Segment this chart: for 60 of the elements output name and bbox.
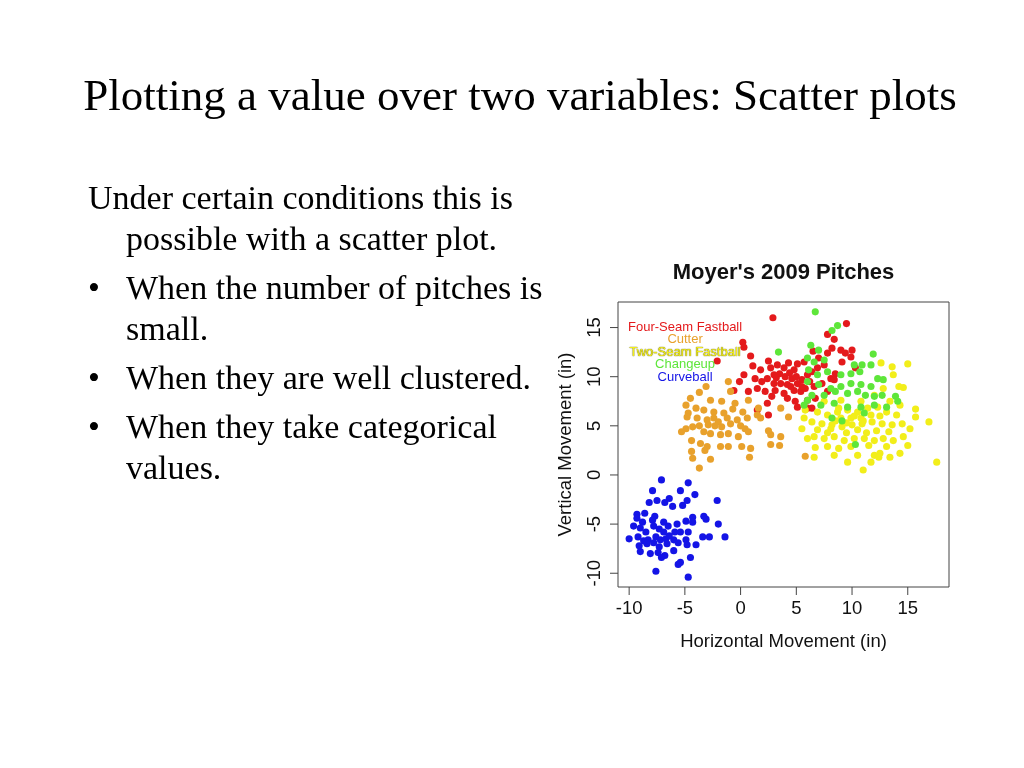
point — [867, 382, 875, 391]
point — [810, 358, 818, 366]
point — [870, 401, 878, 409]
point — [854, 387, 862, 395]
point — [837, 382, 845, 391]
point — [851, 440, 859, 449]
point — [803, 354, 812, 362]
y-tick-label: -10 — [583, 559, 604, 587]
point — [833, 322, 842, 330]
y-tick-label: 5 — [583, 420, 604, 431]
point — [774, 348, 783, 356]
point — [807, 341, 815, 349]
point — [878, 391, 886, 399]
point — [869, 350, 877, 358]
point — [879, 376, 887, 384]
x-tick-label: 10 — [841, 597, 863, 619]
point — [817, 401, 825, 409]
x-tick-label: -10 — [615, 597, 643, 619]
x-tick-label: 15 — [897, 597, 919, 619]
text: • When the number of pitches is small. — [88, 269, 543, 347]
point — [861, 391, 869, 399]
point — [858, 361, 866, 369]
point — [820, 391, 828, 399]
point — [828, 326, 836, 335]
y-tick-label: 10 — [583, 366, 604, 387]
point — [847, 380, 855, 388]
y-axis-title: Vertical Movement (in) — [554, 352, 575, 537]
point — [894, 397, 902, 405]
point — [813, 371, 822, 379]
point — [800, 401, 808, 409]
point — [830, 399, 838, 407]
x-axis-title: Horizontal Movement (in) — [680, 630, 887, 651]
x-tick-label: -5 — [676, 597, 694, 619]
point — [811, 308, 819, 316]
x-tick-label: 5 — [791, 597, 802, 619]
y-tick-label: 15 — [583, 317, 604, 338]
point — [820, 356, 828, 364]
point — [857, 403, 865, 411]
point — [844, 389, 852, 397]
point — [856, 368, 864, 376]
point — [815, 346, 823, 354]
text: • When they are well clustered. — [88, 359, 531, 396]
point — [867, 361, 875, 369]
point — [823, 368, 832, 376]
point — [874, 375, 882, 383]
text: Plotting a value over two variables: Scatter plots — [83, 70, 957, 120]
point — [831, 387, 839, 395]
chart-title: Moyer's 2009 Pitches — [672, 259, 895, 284]
point — [857, 380, 865, 389]
point — [847, 370, 855, 378]
point — [860, 409, 868, 417]
y-tick-label: -5 — [583, 515, 604, 533]
point — [837, 371, 845, 379]
text: Under certain conditions this is possible with a scatter plot. — [88, 179, 513, 257]
x-tick-label: 0 — [735, 597, 746, 619]
text: • When they take categorical values. — [88, 408, 497, 486]
point — [883, 403, 891, 411]
text: Changeup — [655, 356, 716, 372]
y-tick-label: 0 — [583, 469, 604, 481]
series-label: Four-Seam Fastball — [628, 319, 743, 334]
